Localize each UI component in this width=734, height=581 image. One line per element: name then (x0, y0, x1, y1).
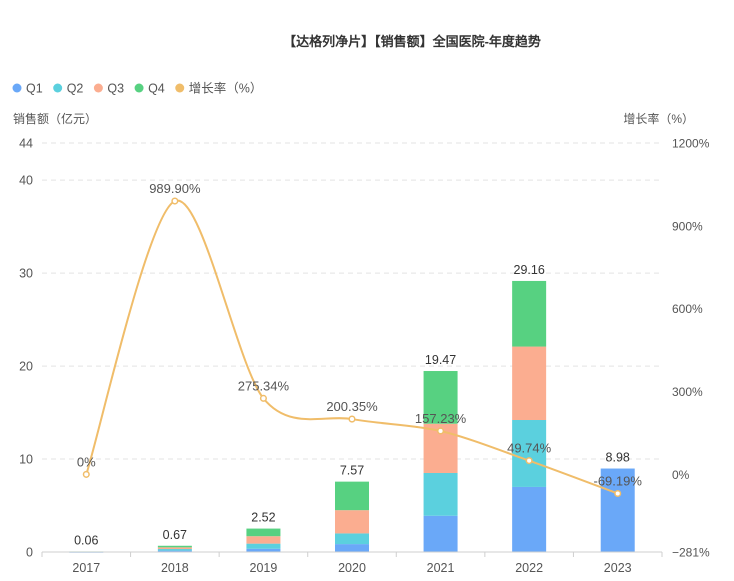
bar-segment-q2-2019[interactable] (246, 543, 281, 549)
bar-segment-q2-2021[interactable] (423, 472, 458, 516)
legend-marker (53, 83, 63, 93)
legend-label: 增长率（%） (189, 81, 263, 96)
legend-label: Q2 (67, 82, 84, 96)
bar-segment-q3-2020[interactable] (335, 510, 369, 534)
bar-segment-q3-2022[interactable] (512, 346, 547, 421)
growth-rate-labels: 0% 989.90% 275.34% 200.35% 157.23% 49.74% -69.… (77, 181, 642, 488)
legend-marker (12, 83, 22, 93)
y2-tick-label: 600% (672, 302, 703, 316)
legend-item-3[interactable]: Q3 (93, 82, 124, 96)
y2-tick-label: 1200% (672, 137, 710, 151)
legend-item-5[interactable]: 增长率（%） (175, 81, 262, 96)
bar-segment-q2-2020[interactable] (335, 533, 369, 545)
growth-rate-label: 49.74% (507, 441, 552, 456)
growth-rate-label: 157.23% (415, 411, 467, 426)
growth-rate-point-2023[interactable] (614, 489, 622, 498)
x-tick-label: 2018 (161, 561, 189, 575)
growth-rate-label: 0% (77, 454, 96, 469)
y-tick-label: 40 (19, 174, 33, 188)
growth-rate-point-2021[interactable] (437, 427, 445, 435)
x-axis: 2017 2018 2019 2020 2021 2022 2023 (41, 551, 663, 575)
x-tick-label: 2023 (604, 561, 632, 575)
y-tick-label: 30 (19, 267, 33, 281)
bar-segment-q1-2021[interactable] (423, 515, 458, 552)
bar-segment-q2-2018[interactable] (157, 549, 192, 551)
x-tick-label: 2021 (427, 561, 455, 575)
legend[interactable]: Q1 Q2 Q3 Q4 增长率（%） (12, 81, 263, 96)
bar-segment-q1-2018[interactable] (157, 550, 192, 552)
bar-total-label: 0.06 (74, 533, 98, 547)
legend-item-2[interactable]: Q2 (53, 82, 83, 96)
bar-total-label: 0.67 (163, 528, 187, 542)
y2-axis-ticks: −281% 0% 300% 600% 900% 1200% (672, 137, 710, 560)
growth-rate-line (82, 197, 622, 498)
legend-label: Q3 (107, 82, 124, 96)
bar-total-label: 2.52 (251, 511, 275, 525)
bar-total-label: 19.47 (425, 353, 456, 367)
y-axis-title: 销售额（亿元） (13, 111, 97, 126)
x-tick-label: 2019 (250, 561, 278, 575)
bar-segment-q4-2020[interactable] (335, 481, 369, 511)
bar-total-label: 29.16 (514, 263, 545, 277)
bar-segment-q1-2023[interactable] (600, 468, 635, 552)
bar-segment-q3-2018[interactable] (157, 547, 192, 550)
x-tick-label: 2022 (515, 561, 543, 575)
bar-total-label: 7.57 (340, 464, 364, 478)
growth-rate-label: 275.34% (238, 378, 290, 393)
growth-rate-point-2020[interactable] (348, 415, 356, 423)
bars (69, 280, 635, 553)
growth-rate-point-2018[interactable] (171, 197, 179, 205)
legend-item-1[interactable]: Q1 (12, 82, 43, 96)
bar-segment-q4-2019[interactable] (246, 528, 281, 537)
y-tick-label: 10 (19, 453, 33, 467)
bar-segment-q3-2019[interactable] (246, 536, 281, 544)
chart-title: 【达格列净片】【销售额】全国医院-年度趋势 (283, 34, 541, 49)
bar-segment-q4-2022[interactable] (512, 280, 547, 347)
bar-total-label: 8.98 (606, 451, 630, 465)
legend-marker (134, 83, 144, 93)
y-axis-ticks: 0 10 20 30 40 44 (19, 137, 33, 560)
y2-tick-label: 300% (672, 385, 703, 399)
y2-axis-title: 增长率（%） (623, 111, 694, 126)
x-tick-label: 2017 (72, 561, 100, 575)
y-tick-label: 0 (26, 546, 33, 560)
growth-rate-point-2017[interactable] (82, 470, 90, 478)
grid (42, 142, 662, 460)
bar-segment-q1-2022[interactable] (512, 486, 547, 552)
bar-segment-q2-2022[interactable] (512, 420, 547, 487)
growth-rate-label: -69.19% (594, 474, 643, 489)
bar-total-labels: 0.06 0.67 2.52 7.57 19.47 29.16 8.98 (74, 263, 630, 547)
x-tick-label: 2020 (338, 561, 366, 575)
bar-segment-q1-2020[interactable] (335, 544, 369, 552)
legend-label: Q1 (26, 82, 43, 96)
growth-rate-label: 200.35% (326, 399, 378, 414)
legend-marker (93, 83, 103, 93)
legend-marker (175, 83, 185, 93)
growth-rate-point-2019[interactable] (259, 394, 267, 402)
bar-segment-q1-2019[interactable] (246, 548, 281, 552)
y2-tick-label: −281% (672, 546, 710, 560)
y2-tick-label: 900% (672, 219, 703, 233)
legend-item-4[interactable]: Q4 (134, 82, 165, 96)
bar-segment-q4-2021[interactable] (423, 371, 458, 424)
growth-rate-label: 989.90% (149, 181, 201, 196)
y2-tick-label: 0% (672, 468, 690, 482)
growth-rate-point-2022[interactable] (525, 457, 533, 465)
legend-label: Q4 (148, 82, 165, 96)
growth-rate-path (85, 199, 619, 495)
bar-segment-q4-2018[interactable] (157, 545, 192, 548)
y-tick-label: 20 (19, 360, 33, 374)
y-tick-label: 44 (19, 137, 33, 151)
